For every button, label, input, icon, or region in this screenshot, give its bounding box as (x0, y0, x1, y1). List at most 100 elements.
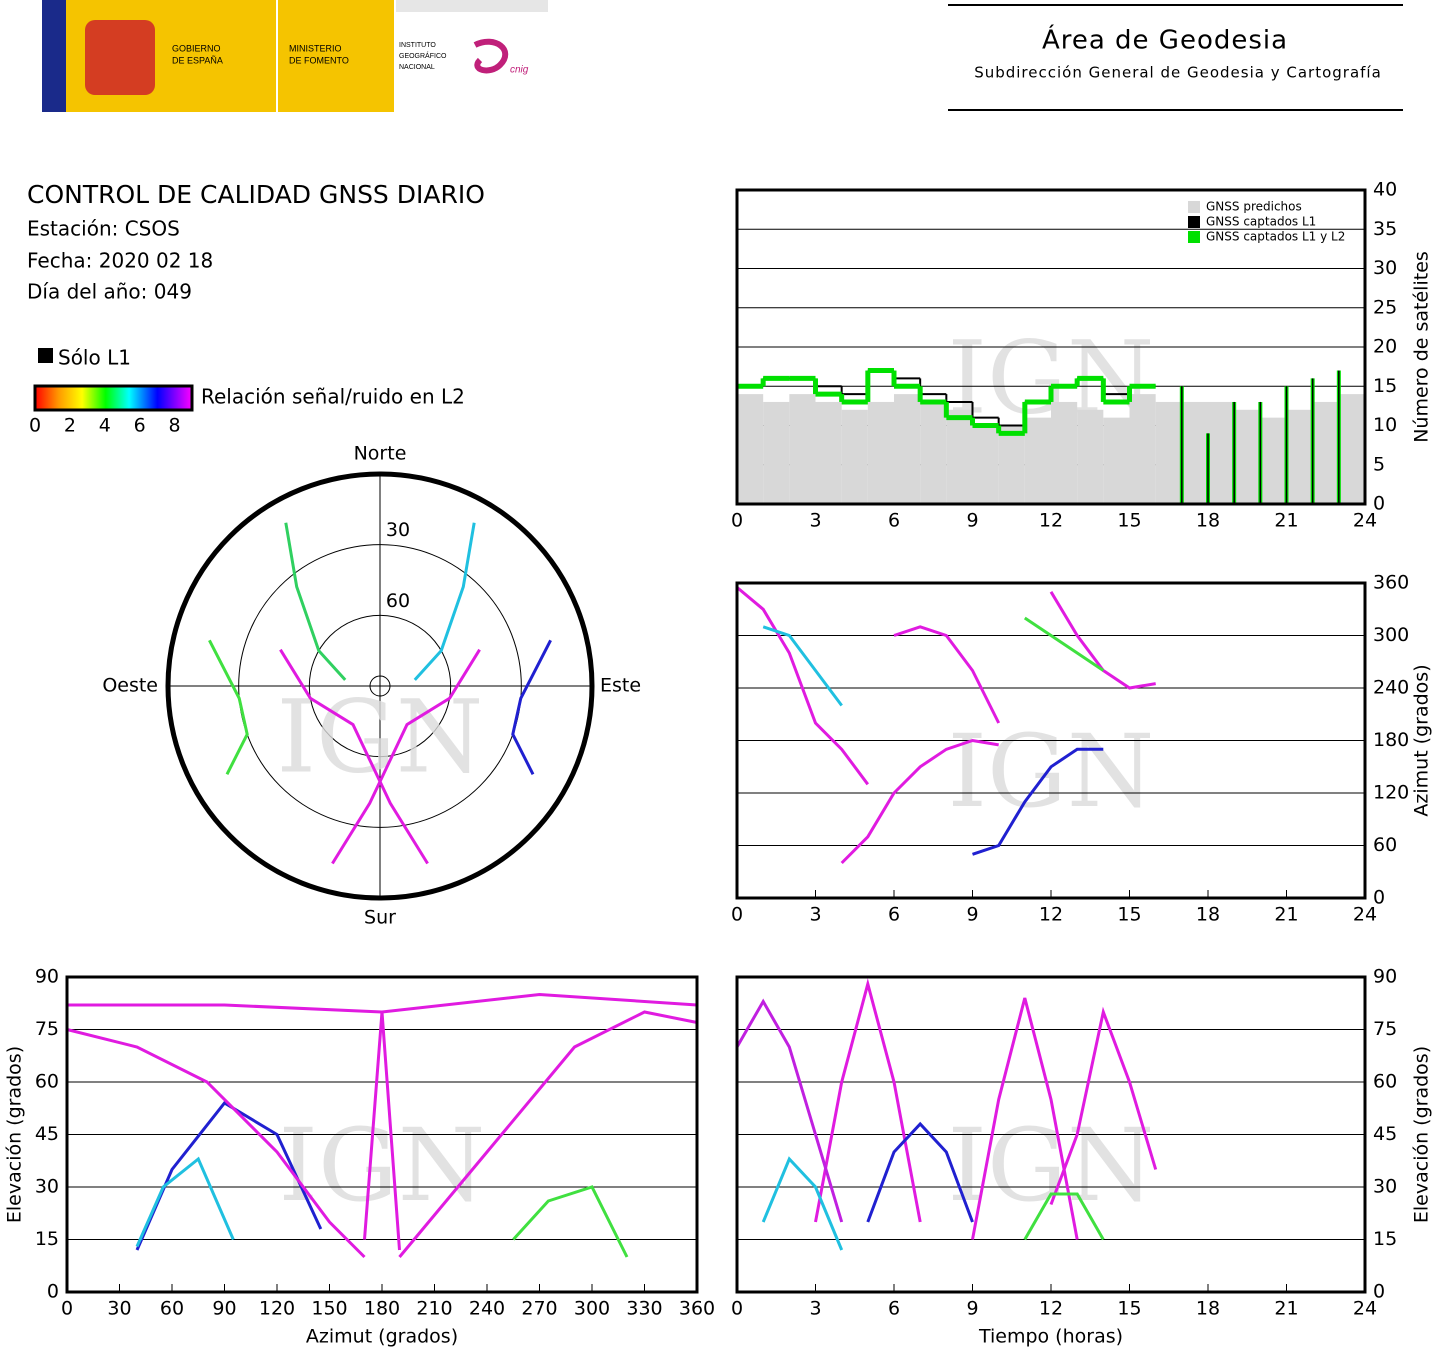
predicted-bar (815, 401, 842, 504)
x-axis-label: Azimut (grados) (306, 1326, 458, 1348)
predicted-bar (841, 409, 868, 504)
predicted-bar (1208, 401, 1235, 504)
y-tick-label: 30 (1373, 257, 1397, 279)
y-tick-label: 35 (1373, 218, 1397, 240)
predicted-bar (1103, 417, 1130, 504)
legend-label: GNSS captados L1 (1206, 215, 1316, 229)
legend-label: GNSS captados L1 y L2 (1206, 230, 1345, 244)
y-tick-label: 45 (35, 1123, 59, 1145)
direction-label: Este (600, 675, 641, 697)
y-tick-label: 0 (1373, 1281, 1385, 1303)
y-tick-label: 45 (1373, 1123, 1397, 1145)
area-subtitle: Subdirección General de Geodesia y Carto… (974, 64, 1382, 82)
watermark: IGN (948, 1107, 1155, 1224)
satellite-track (840, 738, 999, 865)
plot-frame (735, 188, 1367, 506)
satellite-track (1049, 1006, 1158, 1206)
ign-line: NACIONAL (399, 64, 435, 71)
gov-line: GOBIERNO (172, 43, 221, 53)
satellite-track (284, 522, 347, 681)
x-tick-label: 15 (1117, 1298, 1141, 1320)
cnig-logo (473, 38, 509, 74)
predicted-bar (894, 394, 921, 504)
predicted-bar (789, 394, 816, 504)
y-tick-label: 15 (35, 1228, 59, 1250)
y-tick-label: 30 (35, 1176, 59, 1198)
y-axis-label: Elevación (grados) (1411, 1046, 1433, 1223)
predicted-bar (1312, 401, 1339, 504)
x-tick-label: 6 (888, 904, 900, 926)
x-tick-label: 270 (521, 1298, 557, 1320)
x-tick-label: 21 (1274, 510, 1298, 532)
colorbar-tick: 6 (134, 415, 146, 437)
y-tick-label: 300 (1373, 624, 1409, 646)
y-tick-label: 60 (35, 1071, 59, 1093)
y-tick-label: 0 (47, 1281, 59, 1303)
satellite-track (67, 992, 698, 1014)
x-tick-label: 12 (1039, 510, 1063, 532)
predicted-bar (1024, 417, 1051, 504)
x-tick-label: 0 (731, 904, 743, 926)
station: Estación: CSOS (27, 217, 180, 241)
x-tick-label: 24 (1353, 1298, 1377, 1320)
gov-line: DE ESPAÑA (172, 55, 223, 65)
predicted-bar (1129, 394, 1156, 504)
x-tick-label: 12 (1039, 904, 1063, 926)
x-tick-label: 18 (1196, 904, 1220, 926)
y-tick-label: 90 (35, 966, 59, 988)
x-tick-label: 330 (626, 1298, 662, 1320)
satellite-track (1023, 1192, 1105, 1241)
date: Fecha: 2020 02 18 (27, 249, 213, 273)
satellite-track (398, 1010, 698, 1258)
y-tick-label: 90 (1373, 966, 1397, 988)
x-tick-label: 240 (469, 1298, 505, 1320)
x-tick-label: 210 (416, 1298, 452, 1320)
satellite-track (972, 747, 1104, 856)
y-axis-label: Número de satélites (1411, 251, 1433, 443)
x-tick-label: 18 (1196, 510, 1220, 532)
y-tick-label: 75 (35, 1018, 59, 1040)
predicted-bar (920, 401, 947, 504)
y-axis-label: Azimut (grados) (1411, 664, 1433, 816)
predicted-bar (1181, 401, 1208, 504)
predicted-bar (1338, 394, 1365, 504)
predicted-bar (972, 425, 999, 504)
x-tick-label: 0 (61, 1298, 73, 1320)
predicted-bar (867, 401, 894, 504)
satellite-track (363, 1011, 401, 1251)
predicted-bar (1051, 401, 1078, 504)
satellite-track (208, 639, 249, 775)
x-tick-label: 300 (574, 1298, 610, 1320)
area-title: Área de Geodesia (1042, 24, 1288, 56)
direction-label: Norte (354, 443, 407, 465)
eu-strip (42, 0, 66, 112)
x-tick-label: 21 (1274, 904, 1298, 926)
satellite-track (331, 648, 481, 865)
x-axis-label: Tiempo (horas) (978, 1326, 1123, 1348)
colorbar-label: Relación señal/ruido en L2 (201, 385, 465, 409)
ring-label: 60 (386, 590, 410, 612)
x-tick-label: 9 (966, 904, 978, 926)
coat-of-arms (85, 20, 155, 95)
satellite-track (735, 998, 844, 1223)
satellite-track (511, 639, 552, 775)
colorbar-tick: 2 (64, 415, 76, 437)
x-tick-label: 0 (731, 1298, 743, 1320)
predicted-bar (1155, 401, 1182, 504)
y-tick-label: 15 (1373, 375, 1397, 397)
x-tick-label: 150 (311, 1298, 347, 1320)
satellite-track (512, 1185, 629, 1258)
satellite-track (761, 1156, 844, 1251)
colorbar (33, 384, 194, 412)
predicted-bar (1286, 409, 1313, 504)
colorbar-tick: 0 (29, 415, 41, 437)
report-title: CONTROL DE CALIDAD GNSS DIARIO (27, 180, 485, 209)
x-tick-label: 30 (107, 1298, 131, 1320)
direction-label: Sur (364, 907, 396, 929)
x-tick-label: 12 (1039, 1298, 1063, 1320)
x-tick-label: 15 (1117, 510, 1141, 532)
ign-line: GEOGRÁFICO (399, 51, 447, 60)
legend-swatch (1188, 201, 1200, 213)
x-tick-label: 60 (160, 1298, 184, 1320)
